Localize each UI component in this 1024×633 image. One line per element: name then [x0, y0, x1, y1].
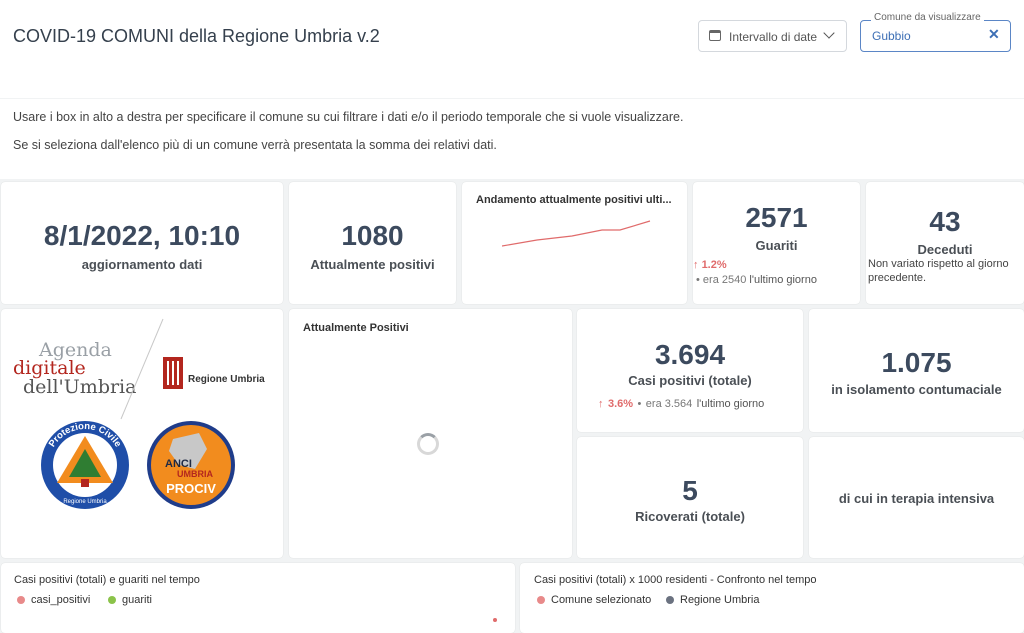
arrow-up-icon: ↑ — [693, 259, 699, 271]
page-title: COVID-19 COMUNI della Regione Umbria v.2 — [13, 26, 380, 46]
agenda-digitale-logo: Agenda digitale dell'Umbria — [13, 339, 136, 421]
legend-dot-icon — [666, 596, 674, 604]
logo-divider — [120, 318, 164, 420]
chart1-legend-item-1[interactable]: casi_positivi — [17, 594, 90, 606]
agenda-word: Agenda — [39, 339, 112, 361]
casi-delta-row: ↑ 3.6% • era 3.564 l'ultimo giorno — [598, 394, 764, 412]
positivi-label: Attualmente positivi — [310, 257, 435, 272]
bullet-icon: • — [637, 398, 642, 410]
chart1-title: Casi positivi (totali) e guariti nel tem… — [14, 574, 200, 586]
guariti-prev: era 2540 — [702, 274, 747, 286]
umbria-word: dell'Umbria — [23, 376, 137, 398]
legend-dot-icon — [17, 596, 25, 604]
guariti-delta-value: 1.2% — [701, 259, 727, 271]
guariti-prev-row: • era 2540 l'ultimo giorno — [696, 274, 817, 286]
ricoverati-label: Ricoverati (totale) — [635, 509, 745, 524]
anci-text: ANCI — [165, 458, 192, 470]
card-terapia: di cui in terapia intensiva — [809, 437, 1024, 558]
info-line-2: Se si seleziona dall'elenco più di un co… — [13, 138, 497, 152]
anci-prociv-logo: ANCI UMBRIA PROCIV — [147, 421, 235, 509]
casi-prev: era 3.564 — [645, 398, 693, 410]
legend-label: casi_positivi — [31, 594, 91, 606]
card-isolamento: 1.075 in isolamento contumaciale — [809, 309, 1024, 432]
isolamento-label: in isolamento contumaciale — [831, 382, 1002, 397]
chart2-title: Casi positivi (totali) x 1000 residenti … — [534, 574, 817, 586]
info-panel: Usare i box in alto a destra per specifi… — [0, 99, 1024, 179]
chart2-legend-item-1[interactable]: Comune selezionato — [537, 594, 651, 606]
header-bar: COVID-19 COMUNI della Regione Umbria v.2… — [0, 0, 1024, 98]
casi-value: 3.694 — [654, 339, 726, 370]
calendar-icon — [709, 30, 721, 41]
casi-delta-value: 3.6% — [607, 398, 634, 410]
comune-field-label: Comune da visualizzare — [871, 12, 984, 23]
bullet-icon: • — [696, 274, 700, 286]
terapia-label: di cui in terapia intensiva — [838, 491, 995, 506]
trend-sparkline — [502, 220, 651, 247]
card-trend: Andamento attualmente positivi ulti... — [462, 182, 687, 304]
clear-icon[interactable]: ✕ — [988, 26, 1000, 42]
comune-value[interactable]: Gubbio — [872, 29, 911, 43]
card-chart-confronto: Casi positivi (totali) x 1000 residenti … — [520, 563, 1024, 633]
prociv-text: PROCIV — [166, 481, 216, 496]
update-label: aggiornamento dati — [81, 257, 203, 272]
deceduti-note: Non variato rispetto al giorno precedent… — [868, 258, 1009, 284]
chevron-down-icon — [823, 27, 835, 39]
chart2-legend-item-2[interactable]: Regione Umbria — [666, 594, 759, 606]
positivi-chart-title: Attualmente Positivi — [303, 322, 409, 334]
loading-spinner-icon — [417, 433, 439, 455]
legend-dot-icon — [537, 596, 545, 604]
digitale-word: digitale — [13, 357, 86, 379]
guariti-value: 2571 — [745, 202, 808, 233]
regione-umbria-label: Regione Umbria — [188, 374, 265, 385]
anci-umbria-text: UMBRIA — [177, 469, 213, 479]
update-value: 8/1/2022, 10:10 — [43, 220, 241, 251]
regione-umbria-emblem-icon — [163, 357, 183, 389]
chart1-legend-item-2[interactable]: guariti — [108, 594, 152, 606]
card-casi-totale: 3.694 Casi positivi (totale) ↑ 3.6% • er… — [577, 309, 803, 432]
ricoverati-value: 5 — [682, 475, 698, 506]
casi-period: l'ultimo giorno — [696, 398, 765, 410]
sparkline-line — [502, 220, 651, 247]
positivi-value: 1080 — [341, 220, 404, 251]
chart-point — [493, 618, 497, 622]
card-guariti: 2571 Guariti ↑ 1.2% • era 2540 l'ultimo … — [693, 182, 860, 304]
legend-dot-icon — [108, 596, 116, 604]
arrow-up-icon: ↑ — [598, 398, 604, 410]
protezione-civile-logo: Protezione Civile Regione Umbria — [41, 421, 129, 509]
isolamento-value: 1.075 — [881, 347, 952, 378]
legend-label: guariti — [122, 594, 152, 606]
casi-label: Casi positivi (totale) — [628, 373, 752, 388]
deceduti-label: Deceduti — [917, 242, 973, 257]
card-update: 8/1/2022, 10:10 aggiornamento dati — [1, 182, 283, 304]
date-range-label: Intervallo di date — [729, 30, 818, 44]
date-range-button[interactable]: Intervallo di date — [698, 20, 847, 52]
info-line-1: Usare i box in alto a destra per specifi… — [13, 110, 684, 124]
legend-label: Regione Umbria — [680, 594, 760, 606]
card-positivi: 1080 Attualmente positivi — [289, 182, 456, 304]
card-logos: Agenda digitale dell'Umbria Regione Umbr… — [1, 309, 283, 558]
comune-select[interactable]: Comune da visualizzare Gubbio ✕ — [860, 12, 1011, 52]
card-chart-casi-guariti: Casi positivi (totali) e guariti nel tem… — [1, 563, 515, 633]
guariti-label: Guariti — [755, 238, 798, 253]
card-deceduti: 43 Deceduti Non variato rispetto al gior… — [866, 182, 1024, 304]
guariti-delta: ↑ 1.2% — [693, 259, 727, 271]
legend-label: Comune selezionato — [551, 594, 652, 606]
guariti-period: l'ultimo giorno — [749, 274, 817, 286]
trend-title: Andamento attualmente positivi ulti... — [476, 194, 672, 206]
card-ricoverati: 5 Ricoverati (totale) — [577, 437, 803, 558]
deceduti-value: 43 — [929, 206, 961, 237]
protezione-small-text: Regione Umbria — [63, 499, 107, 505]
